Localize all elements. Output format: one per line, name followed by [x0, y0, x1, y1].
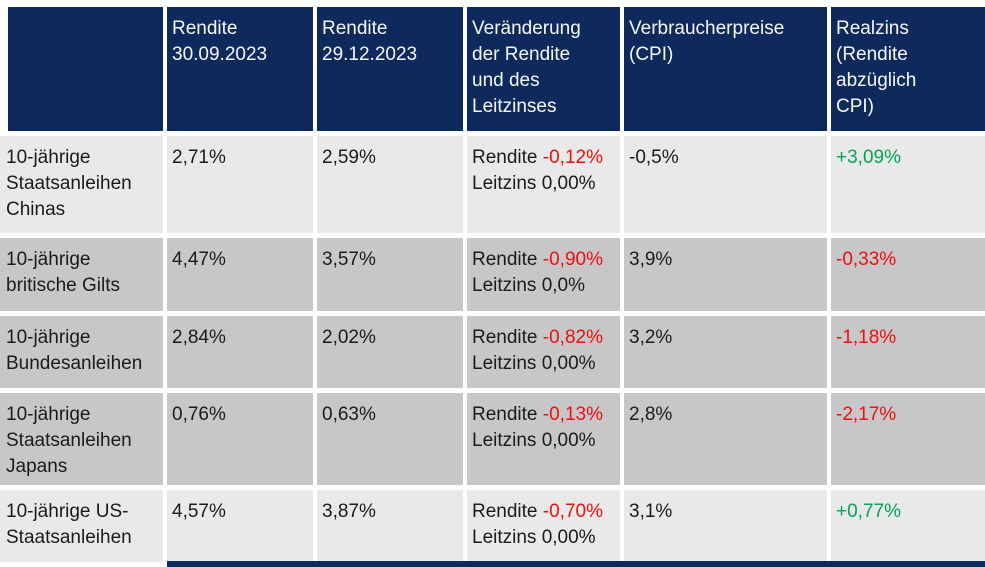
yield-sep-2023-cell: 4,57%: [167, 490, 313, 562]
change-cell: Rendite -0,70% Leitzins 0,00%: [467, 490, 620, 562]
cpi-cell: -0,5%: [624, 136, 827, 233]
yield-change-line: Rendite -0,70%: [472, 499, 614, 525]
yield-sep-2023-cell: 2,84%: [167, 316, 313, 388]
yield-sep-2023-cell: 4,47%: [167, 238, 313, 311]
yield-sep-2023-cell: 0,76%: [167, 393, 313, 485]
cpi-cell: 3,9%: [624, 238, 827, 311]
yield-change-value: -0,70%: [542, 501, 603, 522]
row-label: 10-jährige Bundesanleihen: [0, 316, 163, 388]
yield-change-label: Rendite: [472, 501, 538, 522]
yield-change-label: Rendite: [472, 147, 538, 168]
policy-rate-line: Leitzins 0,00%: [472, 527, 596, 548]
row-label: 10-jährige US- Staatsanleihen: [0, 490, 163, 562]
yield-change-value: -0,90%: [542, 249, 603, 270]
policy-rate-line: Leitzins 0,00%: [472, 353, 596, 374]
yield-dec-2023-cell: 0,63%: [317, 393, 463, 485]
yield-change-label: Rendite: [472, 327, 538, 348]
row-label: 10-jährige Staatsanleihen Japans: [0, 393, 163, 485]
header-cell-asset: [0, 7, 163, 131]
realzins-cell: +0,77%: [831, 490, 985, 562]
row-label: 10-jährige britische Gilts: [0, 238, 163, 311]
header-cell-verbraucherpreise-cpi: Verbraucherpreise (CPI): [624, 7, 827, 131]
header-cell-rendite-29-12-2023: Rendite 29.12.2023: [317, 7, 463, 131]
realzins-cell: +3,09%: [831, 136, 985, 233]
cpi-cell: 2,8%: [624, 393, 827, 485]
yield-change-value: -0,82%: [542, 327, 603, 348]
realzins-cell: -0,33%: [831, 238, 985, 311]
yield-change-value: -0,12%: [542, 147, 603, 168]
header-cell-realzins: Realzins (Rendite abzüglich CPI): [831, 7, 985, 131]
table-bottom-border: [167, 561, 985, 567]
yield-dec-2023-cell: 2,59%: [317, 136, 463, 233]
header-cell-rendite-30-09-2023: Rendite 30.09.2023: [167, 7, 313, 131]
row-label: 10-jährige Staatsanleihen Chinas: [0, 136, 163, 233]
yield-change-line: Rendite -0,12%: [472, 145, 614, 171]
change-cell: Rendite -0,12% Leitzins 0,00%: [467, 136, 620, 233]
yield-dec-2023-cell: 3,57%: [317, 238, 463, 311]
realzins-cell: -1,18%: [831, 316, 985, 388]
yield-change-line: Rendite -0,13%: [472, 402, 614, 428]
policy-rate-line: Leitzins 0,0%: [472, 275, 586, 296]
realzins-cell: -2,17%: [831, 393, 985, 485]
change-cell: Rendite -0,82% Leitzins 0,00%: [467, 316, 620, 388]
change-cell: Rendite -0,13% Leitzins 0,00%: [467, 393, 620, 485]
header-cell-veraenderung-rendite-leitzins: Veränderung der Rendite und des Leitzins…: [467, 7, 620, 131]
yield-change-line: Rendite -0,90%: [472, 247, 614, 273]
yield-dec-2023-cell: 3,87%: [317, 490, 463, 562]
cpi-cell: 3,1%: [624, 490, 827, 562]
policy-rate-line: Leitzins 0,00%: [472, 173, 596, 194]
yield-sep-2023-cell: 2,71%: [167, 136, 313, 233]
yield-change-label: Rendite: [472, 249, 538, 270]
yield-change-value: -0,13%: [542, 404, 603, 425]
change-cell: Rendite -0,90% Leitzins 0,0%: [467, 238, 620, 311]
yield-change-label: Rendite: [472, 404, 538, 425]
yield-dec-2023-cell: 2,02%: [317, 316, 463, 388]
policy-rate-line: Leitzins 0,00%: [472, 430, 596, 451]
cpi-cell: 3,2%: [624, 316, 827, 388]
yield-change-line: Rendite -0,82%: [472, 325, 614, 351]
